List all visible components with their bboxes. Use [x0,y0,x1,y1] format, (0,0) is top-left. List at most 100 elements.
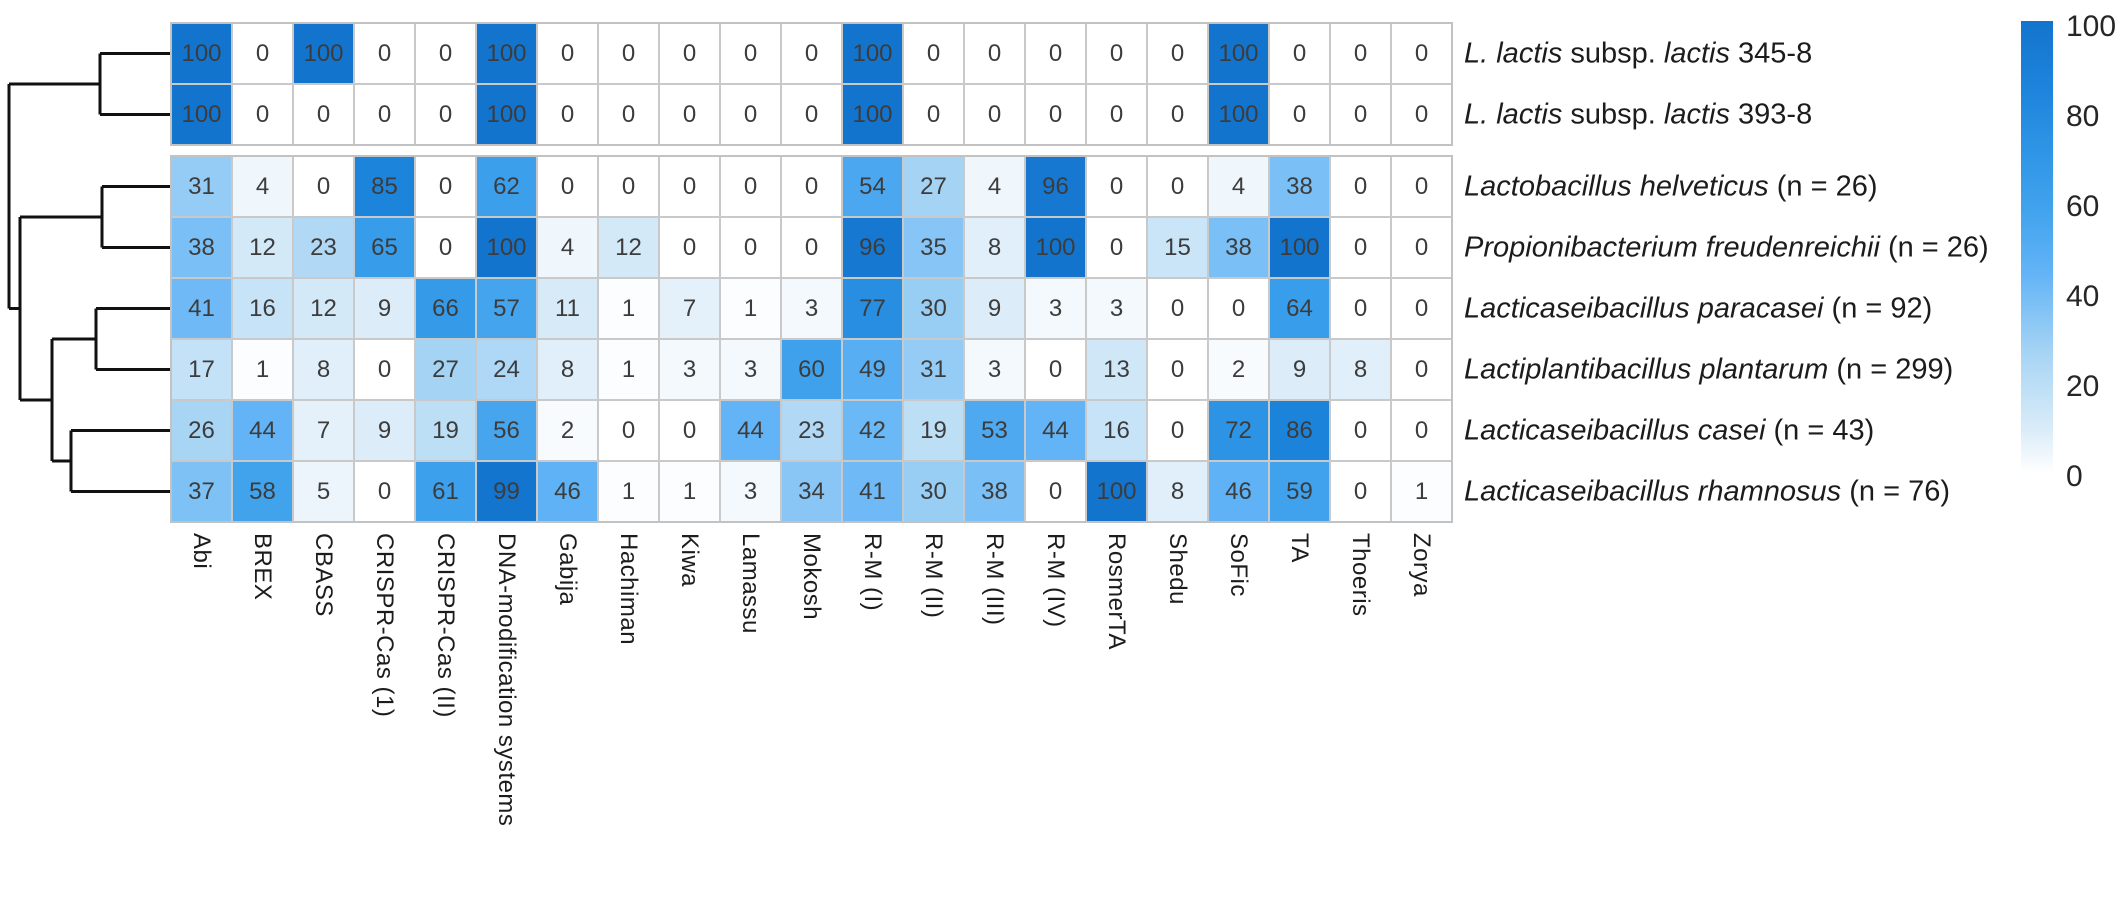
heatmap-cell: 38 [172,218,231,277]
column-label: RosmerTA [1103,533,1130,650]
column-label: Zorya [1408,533,1435,597]
column-label: BREX [249,533,276,601]
heatmap-cell: 0 [1087,85,1146,144]
row-label-species: Lactiplantibacillus plantarum [1464,353,1829,385]
heatmap-cell: 0 [599,401,658,460]
row-label-species: L. lactis [1464,37,1563,69]
heatmap-cell: 0 [782,24,841,83]
heatmap-cell: 3 [1026,279,1085,338]
heatmap-cell: 13 [1087,340,1146,399]
heatmap-cell: 8 [1148,462,1207,521]
heatmap-cell: 0 [660,218,719,277]
heatmap-cell: 0 [904,24,963,83]
row-label-plain: (n = 76) [1841,475,1950,507]
column-label: Abi [188,533,215,570]
colorbar-tick-label: 40 [2066,280,2100,313]
heatmap-cell: 0 [1331,279,1390,338]
heatmap-cell: 96 [843,218,902,277]
heatmap-cell: 0 [538,24,597,83]
heatmap-cell: 0 [1087,218,1146,277]
column-label: R-M (I) [859,533,886,612]
heatmap-cell: 0 [1148,85,1207,144]
heatmap-cell: 0 [721,85,780,144]
heatmap-cell: 3 [660,340,719,399]
heatmap-cell: 0 [721,157,780,216]
heatmap-cell: 0 [660,157,719,216]
heatmap-cell: 31 [172,157,231,216]
heatmap-cell: 0 [355,340,414,399]
heatmap-cell: 0 [904,85,963,144]
heatmap-cell: 3 [965,340,1024,399]
colorbar-gradient [2021,21,2053,473]
heatmap-cell: 0 [1148,279,1207,338]
heatmap-cell: 0 [965,85,1024,144]
heatmap-cell: 4 [233,157,292,216]
heatmap-cell: 100 [843,24,902,83]
heatmap-cell: 3 [721,462,780,521]
heatmap-cell: 26 [172,401,231,460]
heatmap-cell: 0 [1026,462,1085,521]
row-label: L. lactis subsp. lactis 345-8 [1464,37,1812,70]
heatmap-cell: 42 [843,401,902,460]
heatmap-cell: 12 [294,279,353,338]
heatmap-cell: 64 [1270,279,1329,338]
heatmap-cell: 41 [843,462,902,521]
heatmap-cell: 0 [1331,24,1390,83]
heatmap-cell: 100 [1209,85,1268,144]
heatmap-cell: 100 [843,85,902,144]
heatmap-cell: 4 [965,157,1024,216]
heatmap-cell: 61 [416,462,475,521]
heatmap-cell: 1 [1392,462,1451,521]
heatmap-cell: 1 [599,340,658,399]
dendrogram [7,52,170,493]
heatmap-cell: 8 [1331,340,1390,399]
heatmap-cell: 66 [416,279,475,338]
column-label: R-M (IV) [1042,533,1069,628]
heatmap-cell: 0 [1270,85,1329,144]
heatmap-cell: 0 [416,218,475,277]
heatmap-cell: 38 [1209,218,1268,277]
heatmap-cell: 53 [965,401,1024,460]
row-label-species: lactis [1663,37,1730,69]
colorbar-tick-label: 100 [2066,10,2117,43]
row-label-species: lactis [1663,98,1730,130]
heatmap-cell: 0 [355,462,414,521]
column-label: R-M (III) [981,533,1008,626]
colorbar-tick-label: 80 [2066,100,2100,133]
column-label: Shedu [1164,533,1191,605]
heatmap-cell: 100 [172,85,231,144]
heatmap-cell: 100 [1087,462,1146,521]
heatmap-cell: 86 [1270,401,1329,460]
heatmap-cell: 100 [1209,24,1268,83]
heatmap-cell: 8 [965,218,1024,277]
heatmap-cell: 19 [904,401,963,460]
heatmap-cell: 0 [416,85,475,144]
heatmap-cell: 9 [965,279,1024,338]
heatmap-cell: 3 [721,340,780,399]
heatmap-cell: 17 [172,340,231,399]
heatmap-cell: 0 [1331,157,1390,216]
heatmap-cell: 77 [843,279,902,338]
heatmap-cell: 0 [599,157,658,216]
column-label: Lamassu [737,533,764,634]
row-label: Lacticaseibacillus paracasei (n = 92) [1464,292,1932,325]
row-label-plain: subsp. [1562,37,1664,69]
heatmap-cell: 44 [1026,401,1085,460]
column-label: TA [1286,533,1313,563]
heatmap-cell: 0 [1392,85,1451,144]
heatmap-cell: 49 [843,340,902,399]
heatmap-cell: 58 [233,462,292,521]
heatmap-cell: 9 [355,279,414,338]
heatmap-cell: 23 [294,218,353,277]
row-label: Lactobacillus helveticus (n = 26) [1464,170,1877,203]
row-label-plain: (n = 43) [1765,414,1875,446]
heatmap-cell: 44 [233,401,292,460]
heatmap-cell: 30 [904,462,963,521]
heatmap-cell: 0 [355,85,414,144]
heatmap-cell: 46 [1209,462,1268,521]
heatmap-cell: 0 [233,24,292,83]
heatmap-cell: 11 [538,279,597,338]
heatmap-cell: 0 [782,218,841,277]
heatmap-cell: 9 [1270,340,1329,399]
